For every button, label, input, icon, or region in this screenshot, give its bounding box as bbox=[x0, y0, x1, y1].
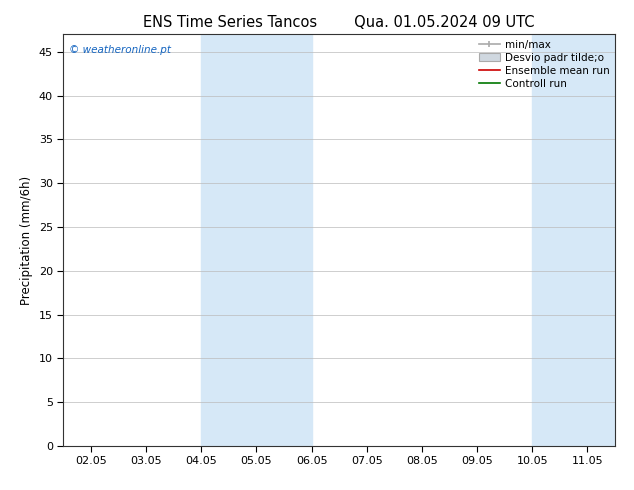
Bar bbox=[202, 34, 312, 446]
Y-axis label: Precipitation (mm/6h): Precipitation (mm/6h) bbox=[20, 175, 34, 305]
Text: © weatheronline.pt: © weatheronline.pt bbox=[69, 45, 171, 54]
Bar bbox=[533, 34, 634, 446]
Title: ENS Time Series Tancos        Qua. 01.05.2024 09 UTC: ENS Time Series Tancos Qua. 01.05.2024 0… bbox=[143, 15, 535, 30]
Legend: min/max, Desvio padr tilde;o, Ensemble mean run, Controll run: min/max, Desvio padr tilde;o, Ensemble m… bbox=[477, 37, 612, 91]
